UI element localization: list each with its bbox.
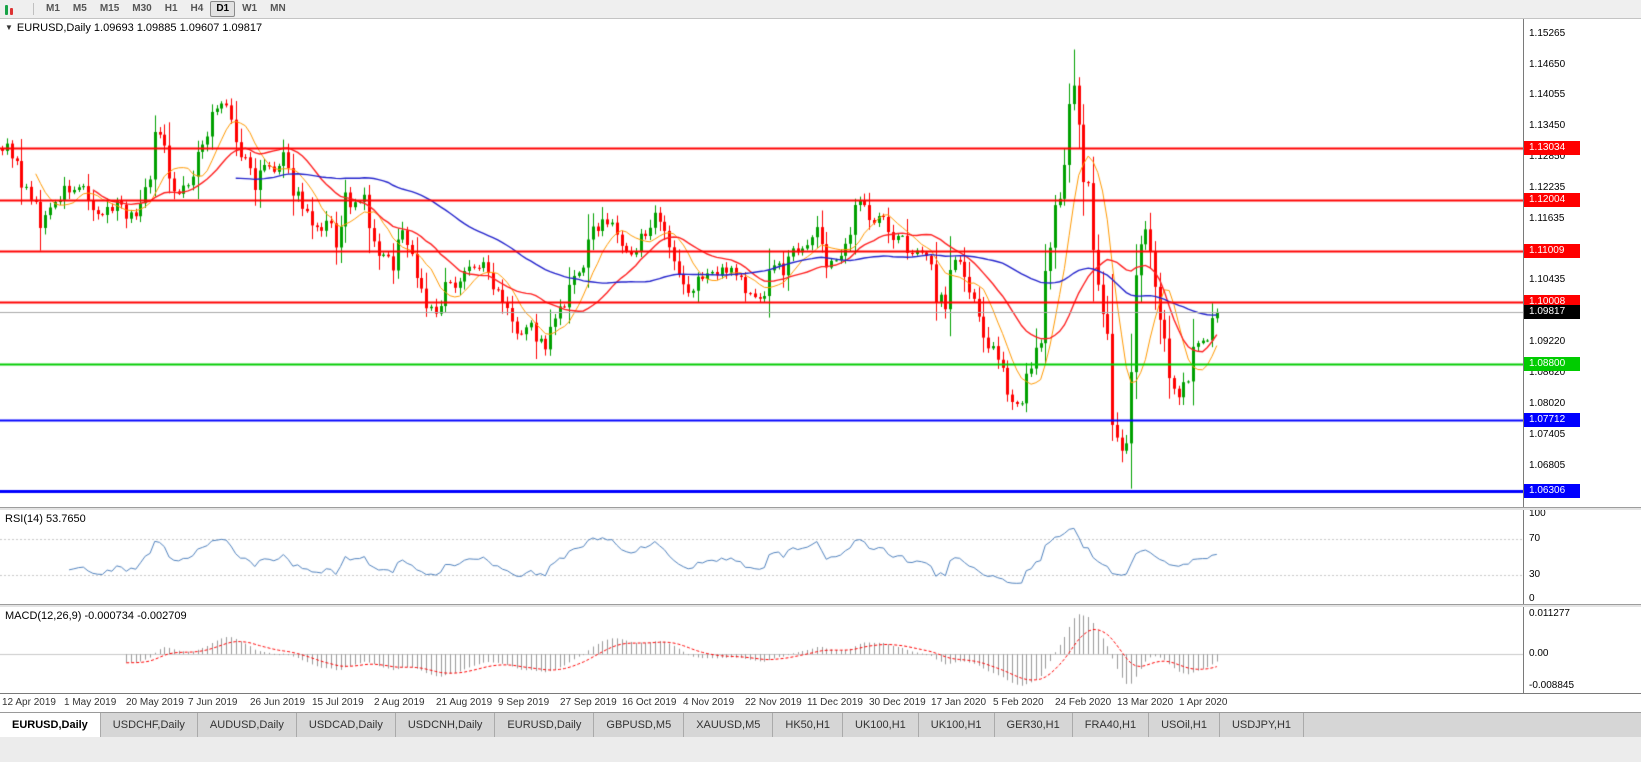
time-axis-label: 1 Apr 2020 [1179,697,1228,708]
chart-tab-uk100-h1[interactable]: UK100,H1 [918,713,995,737]
price-axis-tick: 1.07405 [1529,429,1566,441]
time-axis-label: 2 Aug 2019 [374,697,425,708]
timeframe-button-m15[interactable]: M15 [99,3,120,14]
chart-tab-audusd-daily[interactable]: AUDUSD,Daily [197,713,297,737]
chart-tab-hk50-h1[interactable]: HK50,H1 [773,713,844,737]
pane-splitter-2[interactable] [0,604,1641,607]
macd-pane: MACD(12,26,9) -0.000734 -0.002709 0.0112… [0,607,1641,693]
timeframe-button-w1[interactable]: W1 [242,3,258,14]
chart-tab-fra40-h1[interactable]: FRA40,H1 [1072,713,1150,737]
top-toolbar: M1 M5 M15 M30 H1 H4 D1 W1 MN [0,0,1641,19]
rsi-axis: 100 70 30 0 [1523,510,1641,604]
toolbar-separator [33,3,34,15]
chart-tab-uk100-h1[interactable]: UK100,H1 [843,713,919,737]
chart-tab-usoil-h1[interactable]: USOil,H1 [1149,713,1220,737]
price-axis-tick: 1.13450 [1529,120,1566,132]
pane-splitter-1[interactable] [0,507,1641,510]
hline-price-badge: 1.07712 [1524,412,1580,427]
hline-price-badge: 1.13034 [1524,140,1580,155]
chart-tab-xauusd-m5[interactable]: XAUUSD,M5 [684,713,774,737]
time-axis: 12 Apr 2019 1 May 2019 20 May 2019 7 Jun 20… [0,693,1641,712]
time-axis-label: 11 Dec 2019 [807,697,863,708]
macd-canvas[interactable] [0,607,1524,693]
timeframe-button-h4[interactable]: H4 [190,3,204,14]
hline-price-badge: 1.08800 [1524,356,1580,371]
macd-overlay: MACD(12,26,9) -0.000734 -0.002709 [5,610,187,622]
rsi-pane: RSI(14) 53.7650 100 70 30 0 [0,510,1641,604]
price-axis-tick: 1.14650 [1529,58,1566,70]
chart-tab-eurusd-daily[interactable]: EURUSD,Daily [0,713,101,737]
time-axis-label: 13 Mar 2020 [1117,697,1174,708]
time-axis-label: 15 Jul 2019 [312,697,364,708]
time-axis-label: 4 Nov 2019 [683,697,735,708]
rsi-axis-tick: 70 [1529,533,1541,545]
time-axis-label: 12 Apr 2019 [2,697,56,708]
rsi-axis-tick: 0 [1529,593,1535,604]
time-axis-label: 17 Jan 2020 [931,697,987,708]
macd-axis-tick: 0.011277 [1529,608,1570,619]
macd-axis-tick: 0.00 [1529,648,1549,660]
hline-price-badge: 1.12004 [1524,193,1580,208]
time-axis-label: 16 Oct 2019 [622,697,677,708]
timeframe-button-mn[interactable]: MN [270,3,286,14]
chart-tabs-bar: EURUSD,Daily USDCHF,Daily AUDUSD,Daily USDC… [0,712,1641,737]
price-axis-tick: 1.08020 [1529,397,1566,409]
quote-dropdown-icon[interactable]: ▼ [5,23,13,32]
timeframe-toolbar: M1 M5 M15 M30 H1 H4 D1 W1 MN [40,1,292,17]
time-axis-label: 24 Feb 2020 [1055,697,1112,708]
current-price-badge: 1.09817 [1524,304,1580,319]
time-axis-label: 7 Jun 2019 [188,697,238,708]
price-axis-tick: 1.11635 [1529,213,1565,225]
time-axis-label: 27 Sep 2019 [560,697,617,708]
chart-tab-usdcad-daily[interactable]: USDCAD,Daily [296,713,396,737]
price-axis: 1.15265 1.14650 1.14055 1.13450 1.12850 1.122… [1523,19,1641,507]
timeframe-button-h1[interactable]: H1 [164,3,178,14]
chart-tab-usdchf-daily[interactable]: USDCHF,Daily [100,713,198,737]
rsi-canvas[interactable] [0,510,1524,604]
macd-indicator-label: MACD(12,26,9) -0.000734 -0.002709 [5,610,187,622]
macd-axis-tick: -0.008845 [1529,680,1575,691]
status-bar [0,737,1641,762]
price-axis-tick: 1.14055 [1529,89,1566,101]
time-axis-label: 22 Nov 2019 [745,697,802,708]
rsi-indicator-label: RSI(14) 53.7650 [5,513,86,525]
timeframe-button-d1[interactable]: D1 [210,1,236,17]
timeframe-button-m30[interactable]: M30 [132,3,152,14]
time-axis-label: 1 May 2019 [64,697,117,708]
timeframe-button-m5[interactable]: M5 [72,3,87,14]
chart-tab-gbpusd-m5[interactable]: GBPUSD,M5 [594,713,685,737]
rsi-overlay: RSI(14) 53.7650 [5,513,86,525]
time-axis-label: 21 Aug 2019 [436,697,493,708]
price-axis-tick: 1.09220 [1529,336,1566,348]
chart-title: EURUSD,Daily 1.09693 1.09885 1.09607 1.0… [16,22,263,34]
macd-axis: 0.011277 0.00 -0.008845 [1523,607,1641,693]
price-axis-tick: 1.12235 [1529,182,1566,194]
new-chart-icon[interactable] [3,3,23,15]
price-axis-tick: 1.15265 [1529,27,1566,39]
price-axis-tick: 1.06805 [1529,459,1566,471]
rsi-axis-tick: 100 [1529,510,1546,519]
chart-tab-eurusd-daily[interactable]: EURUSD,Daily [495,713,595,737]
time-axis-label: 26 Jun 2019 [250,697,306,708]
price-axis-tick: 1.12850 [1529,150,1566,162]
time-axis-label: 9 Sep 2019 [498,697,550,708]
chart-tab-usdcnh-daily[interactable]: USDCNH,Daily [395,713,496,737]
time-axis-label: 30 Dec 2019 [869,697,926,708]
time-axis-label: 5 Feb 2020 [993,697,1044,708]
price-chart-canvas[interactable] [0,19,1524,507]
chart-tab-usdjpy-h1[interactable]: USDJPY,H1 [1219,713,1305,737]
hline-price-badge: 1.06306 [1524,484,1580,499]
main-chart-pane: ▼ EURUSD,Daily 1.09693 1.09885 1.09607 1… [0,19,1641,507]
time-axis-label: 20 May 2019 [126,697,184,708]
hline-price-badge: 1.11009 [1524,244,1580,259]
chart-tab-ger30-h1[interactable]: GER30,H1 [994,713,1073,737]
timeframe-button-m1[interactable]: M1 [46,3,60,14]
price-axis-tick: 1.08620 [1529,367,1566,379]
rsi-axis-tick: 30 [1529,568,1541,580]
price-axis-tick: 1.10435 [1529,274,1566,286]
chart-title-overlay: ▼ EURUSD,Daily 1.09693 1.09885 1.09607 1… [5,22,262,34]
